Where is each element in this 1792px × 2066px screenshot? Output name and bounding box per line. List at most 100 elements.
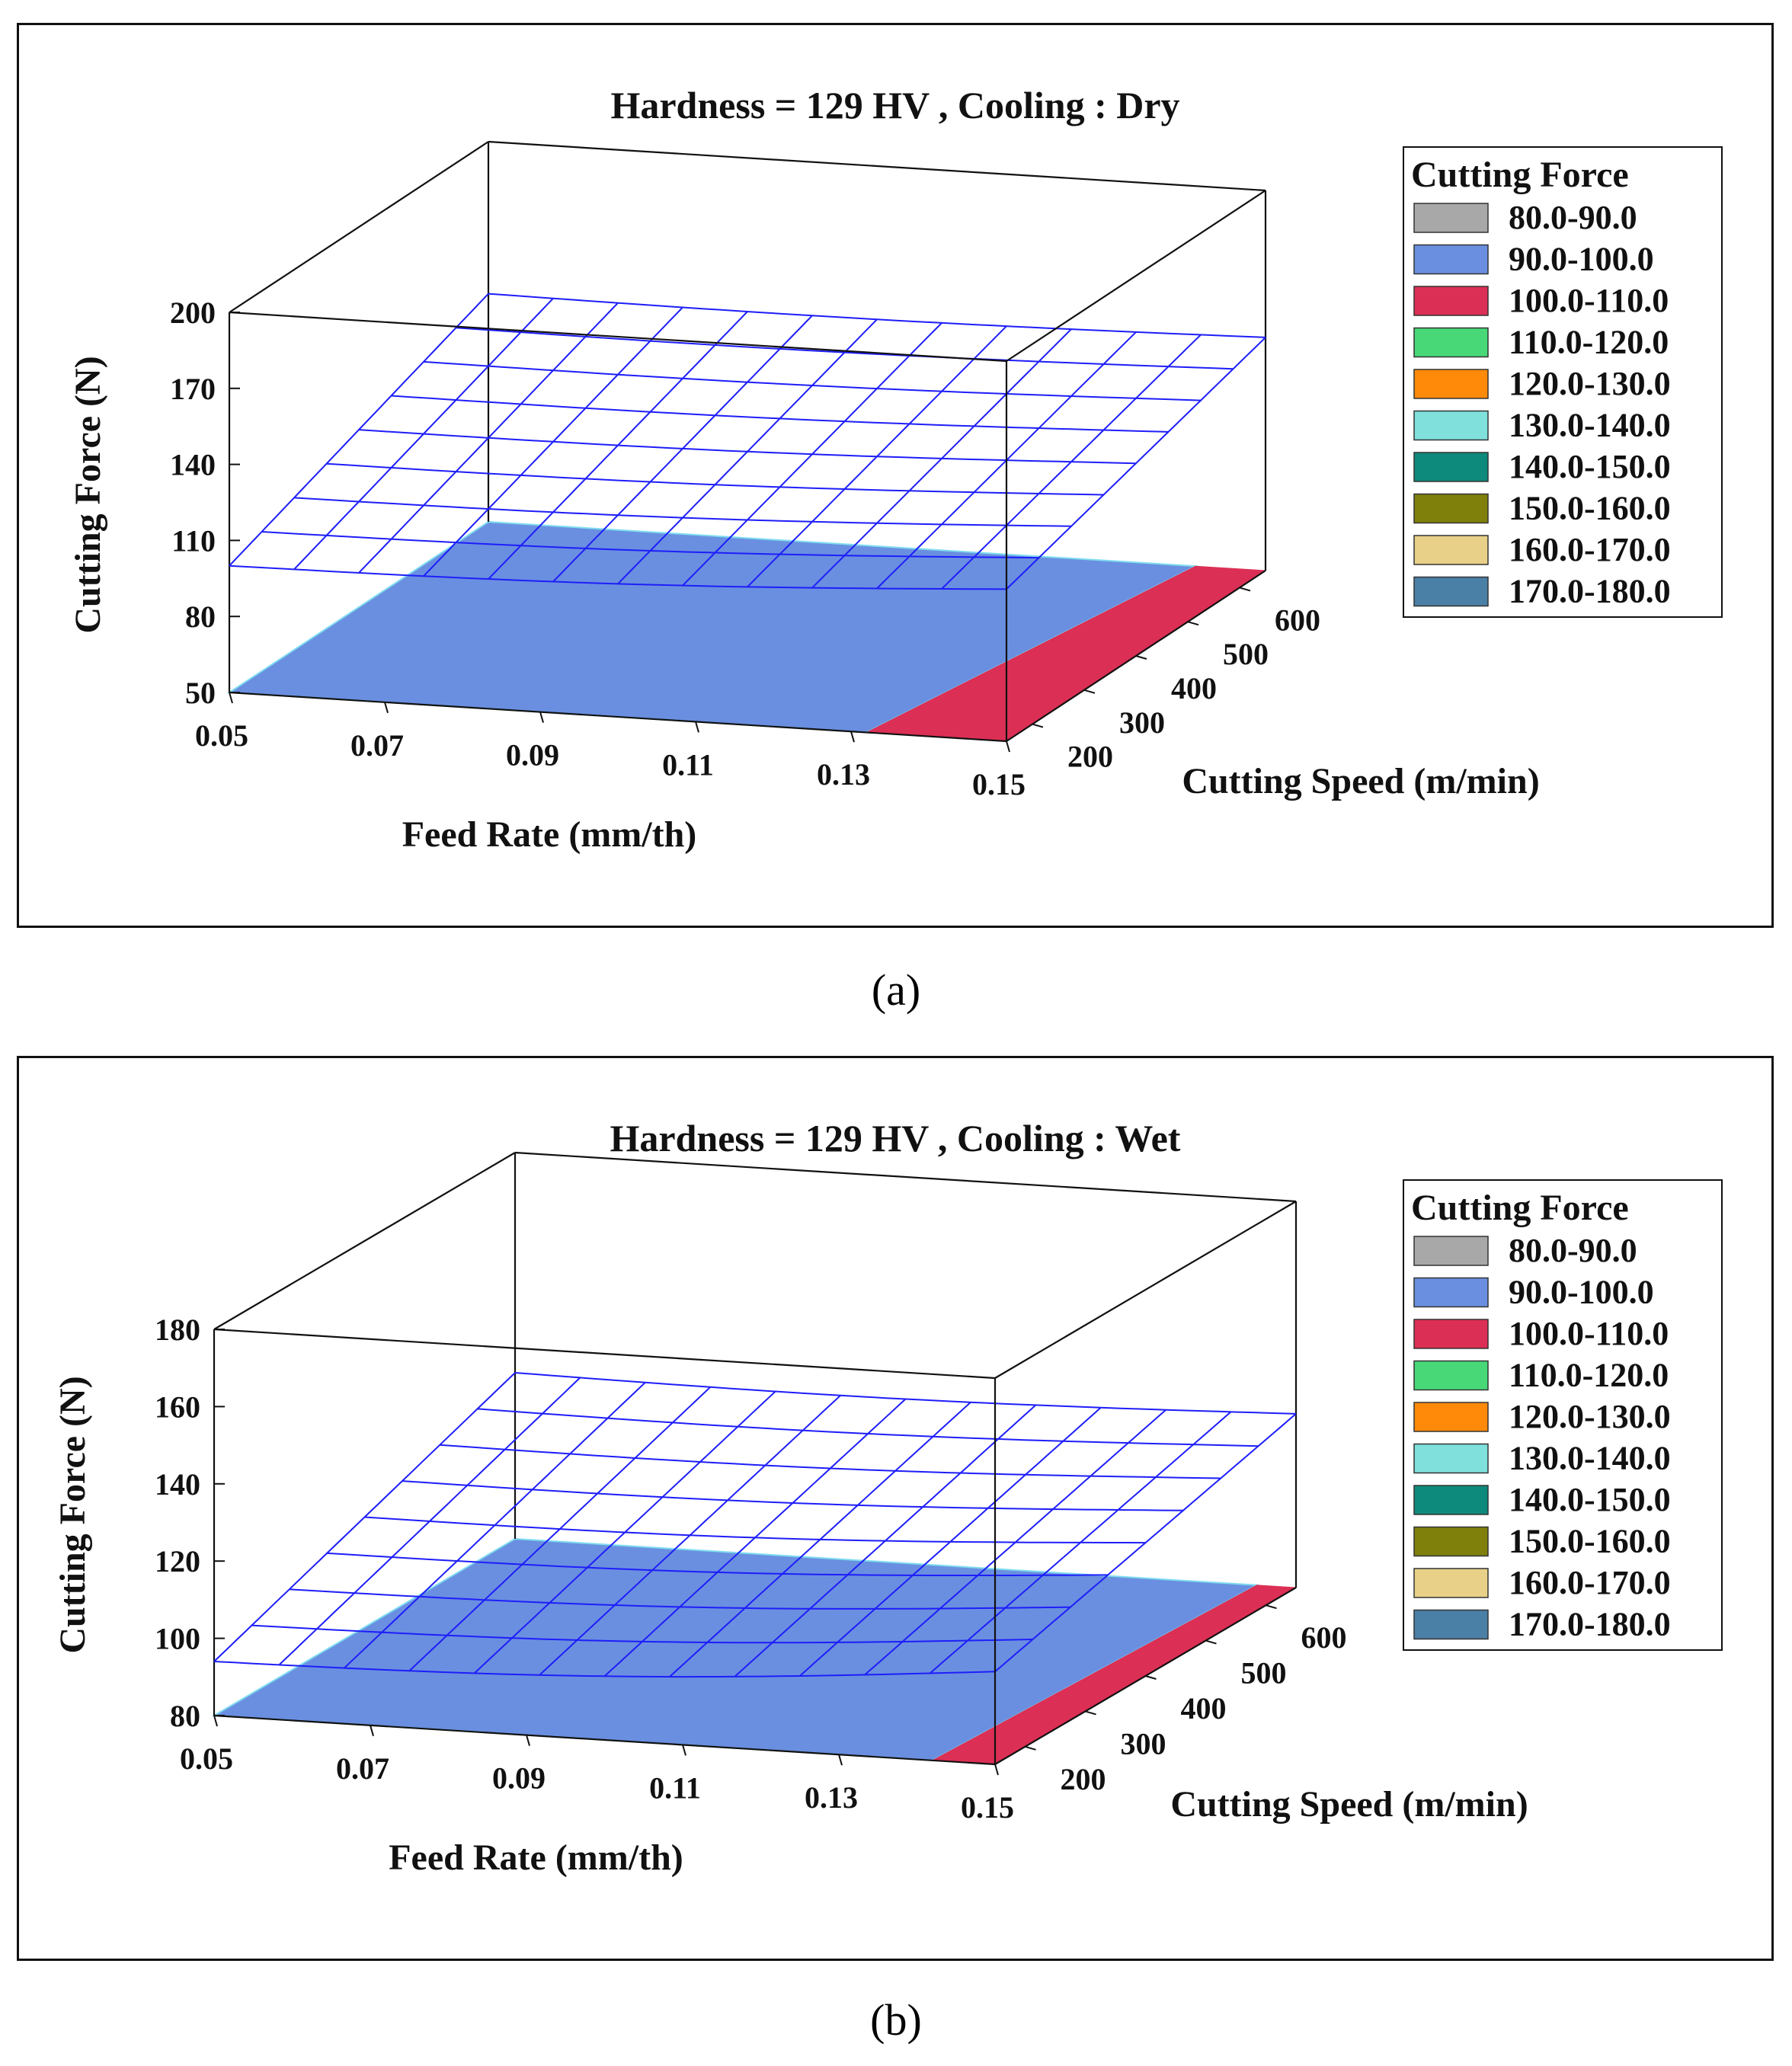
legend-label: 110.0-120.0 xyxy=(1509,324,1669,361)
y-tick-mark xyxy=(1239,587,1251,592)
x-tick-label: 0.09 xyxy=(506,738,559,772)
z-tick-label: 180 xyxy=(155,1313,200,1347)
box-edge-front-2 xyxy=(1006,190,1266,362)
x-tick-label: 0.05 xyxy=(195,718,248,753)
z-tick-label: 140 xyxy=(170,448,216,482)
z-tick-label: 50 xyxy=(185,676,216,710)
legend-swatch xyxy=(1413,1360,1489,1391)
legend-swatch xyxy=(1413,327,1489,358)
surface-gridline xyxy=(423,360,1202,401)
legend-title: Cutting Force xyxy=(1411,1188,1629,1228)
caption-b: (b) xyxy=(870,1995,922,2045)
y-tick-mark xyxy=(1032,723,1044,728)
y-tick-label: 300 xyxy=(1121,1726,1166,1761)
z-tick-label: 80 xyxy=(170,1699,200,1733)
surface-gridline xyxy=(488,293,1266,338)
surface-gridline xyxy=(213,1661,996,1678)
x-tick-mark xyxy=(994,1764,999,1776)
box-edge-front-2 xyxy=(994,1201,1297,1379)
y-tick-label: 500 xyxy=(1223,637,1269,671)
x-tick-label: 0.07 xyxy=(350,728,404,763)
x-tick-mark xyxy=(384,702,389,714)
y-tick-mark xyxy=(1083,689,1096,694)
z-axis: 80 100 120 140 160 180 Cutting Force (N) xyxy=(53,1313,225,1733)
box-edge-5 xyxy=(213,1714,996,1766)
box-frame-front xyxy=(229,190,1266,741)
legend-label: 100.0-110.0 xyxy=(1509,282,1669,319)
z-tick-label: 80 xyxy=(185,600,216,634)
x-tick-label: 0.15 xyxy=(972,767,1026,801)
z-axis: 50 80 110 140 170 200 Cutting Force (N) xyxy=(68,296,240,710)
response-surface xyxy=(213,1372,1297,1678)
surface-gridline xyxy=(364,1516,1146,1544)
legend-label: 170.0-180.0 xyxy=(1509,1606,1671,1643)
x-tick-mark xyxy=(213,1715,218,1727)
x-tick-mark xyxy=(370,1725,374,1737)
y-tick-label: 600 xyxy=(1301,1620,1347,1655)
y-tick-mark xyxy=(1025,1745,1036,1751)
y-tick-label: 300 xyxy=(1119,705,1165,740)
box-edge-2 xyxy=(488,140,1266,192)
y-tick-mark xyxy=(1205,1639,1217,1645)
x-tick-mark xyxy=(1006,740,1010,753)
x-tick-mark xyxy=(229,692,233,704)
legend-swatch xyxy=(1413,1277,1489,1308)
x-tick-mark xyxy=(695,721,699,733)
legend-label: 130.0-140.0 xyxy=(1509,1440,1671,1477)
surface-gridline xyxy=(251,1624,1033,1644)
z-tick-label: 140 xyxy=(155,1467,200,1502)
y-tick-label: 200 xyxy=(1061,1762,1106,1796)
legend-swatch xyxy=(1413,286,1489,316)
y-tick-mark xyxy=(1266,1604,1277,1610)
legend-label: 140.0-150.0 xyxy=(1509,448,1671,485)
y-tick-mark xyxy=(1085,1710,1096,1716)
legend-swatch xyxy=(1413,1443,1489,1474)
x-tick-mark xyxy=(539,712,544,723)
y-tick-label: 200 xyxy=(1067,740,1113,774)
surface-gridline xyxy=(514,1372,1297,1415)
box-edge-1 xyxy=(229,141,489,313)
surface-chart-dry: Hardness = 129 HV , Cooling : Dry 50 80 110… xyxy=(68,84,1723,855)
box-frame-front xyxy=(213,1201,1297,1764)
z-tick-label: 110 xyxy=(171,523,216,558)
z-tick-label: 120 xyxy=(155,1544,200,1578)
legend-swatch xyxy=(1413,576,1489,607)
legend-swatch xyxy=(1413,369,1489,399)
x-tick-label: 0.13 xyxy=(805,1780,858,1815)
x-tick-label: 0.07 xyxy=(336,1751,389,1786)
legend-label: 80.0-90.0 xyxy=(1509,199,1637,236)
legend-swatch xyxy=(1413,203,1489,233)
z-tick-label: 160 xyxy=(155,1390,200,1424)
legend-swatch xyxy=(1413,244,1489,275)
legend-label: 150.0-160.0 xyxy=(1509,490,1671,527)
y-tick-mark xyxy=(1135,655,1147,660)
legend-swatch xyxy=(1413,410,1489,441)
legend-label: 120.0-130.0 xyxy=(1509,365,1671,402)
box-edge-front-1 xyxy=(229,311,1007,363)
x-tick-mark xyxy=(850,731,855,743)
surface-gridline xyxy=(289,1588,1070,1610)
y-axis-label: Cutting Speed (m/min) xyxy=(1182,761,1539,801)
legend-swatch xyxy=(1413,1319,1489,1349)
surface-gridline xyxy=(402,1480,1183,1511)
legend-swatch xyxy=(1413,1402,1489,1432)
z-tick-label: 170 xyxy=(170,372,216,406)
legend-label: 160.0-170.0 xyxy=(1509,531,1671,568)
chart-panel-dry: Hardness = 129 HV , Cooling : Dry 50 80 110… xyxy=(17,23,1774,928)
legend-label: 130.0-140.0 xyxy=(1509,407,1671,444)
caption-a: (a) xyxy=(871,965,921,1015)
chart-title: Hardness = 129 HV , Cooling : Wet xyxy=(610,1117,1181,1159)
legend-label: 90.0-100.0 xyxy=(1509,241,1654,278)
x-tick-label: 0.05 xyxy=(180,1741,233,1776)
y-tick-mark xyxy=(1145,1675,1157,1680)
z-axis-label: Cutting Force (N) xyxy=(68,356,108,633)
y-tick-label: 600 xyxy=(1275,603,1320,637)
x-tick-label: 0.15 xyxy=(961,1790,1014,1825)
x-axis: 0.05 0.07 0.09 0.11 0.13 0.15 Feed Rate (mm/th… xyxy=(180,1715,1014,1878)
box-edge-front-1 xyxy=(213,1328,996,1380)
y-axis-label: Cutting Speed (m/min) xyxy=(1170,1784,1528,1825)
legend-swatch xyxy=(1413,1485,1489,1515)
legend-label: 100.0-110.0 xyxy=(1509,1315,1669,1352)
